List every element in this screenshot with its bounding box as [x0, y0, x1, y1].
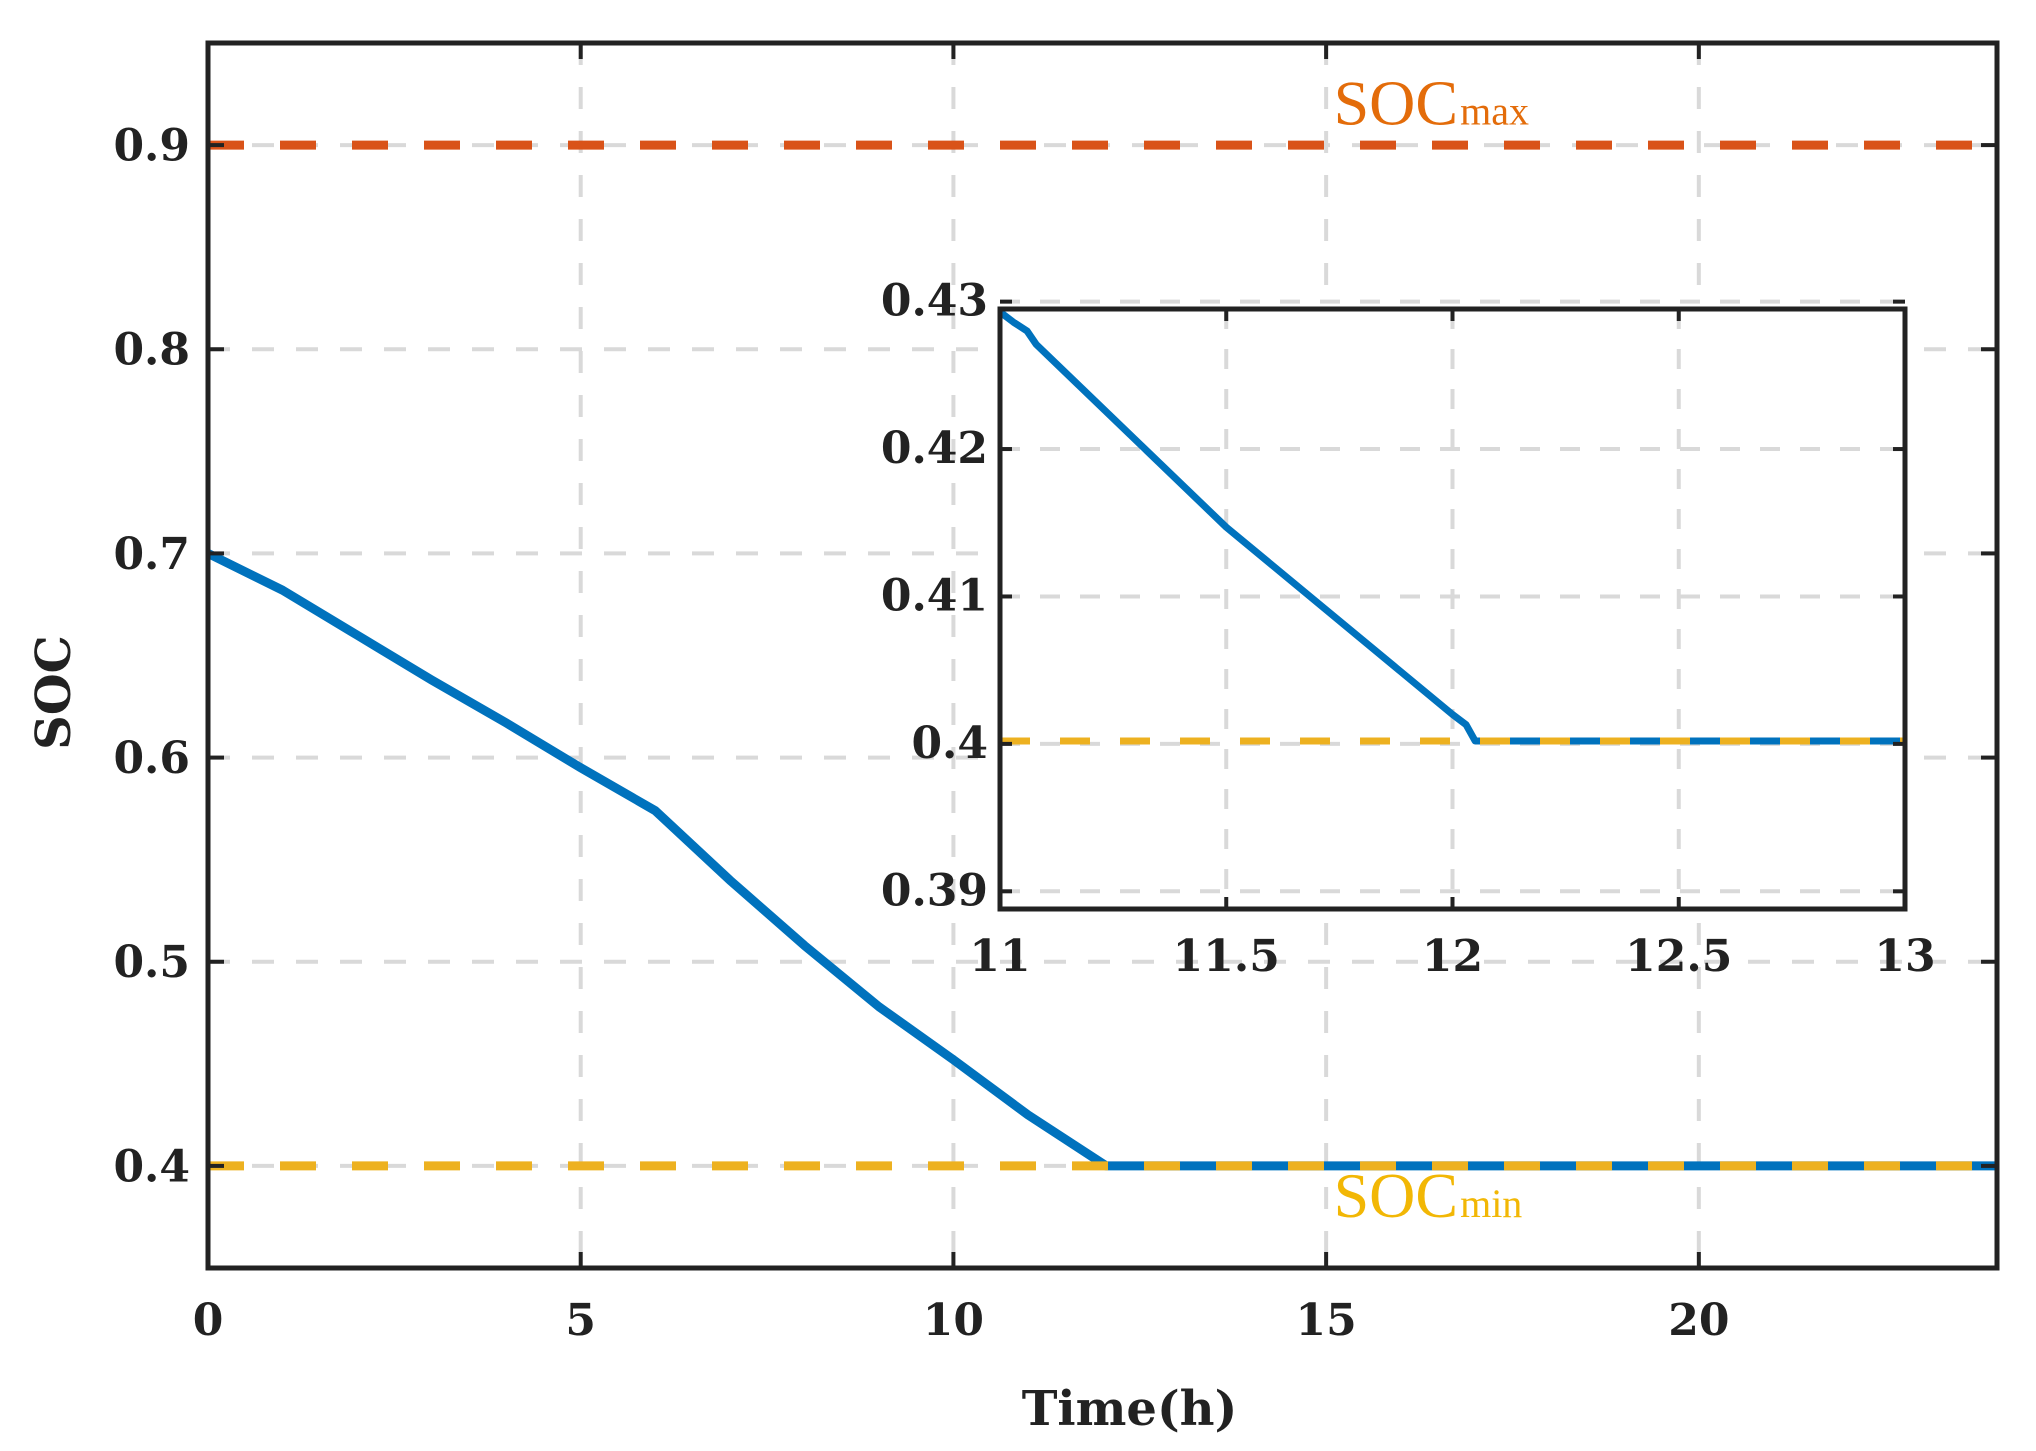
inset-y-tick-label: 0.41	[881, 570, 988, 621]
inset-zoom-plot: 11 11.5 12 12.5 13 0.39 0.4 0.41 0.42 0.43	[881, 276, 1936, 982]
inset-x-tick-label: 12	[1422, 931, 1483, 982]
main-x-tick-label: 0	[193, 1295, 224, 1346]
soc-max-main-text: SOC	[1334, 68, 1459, 139]
main-series-soc-line	[208, 549, 1997, 1171]
inset-y-tick-label: 0.39	[881, 865, 988, 916]
y-axis-label: SOC	[26, 635, 82, 750]
main-y-tick-label: 0.6	[113, 733, 190, 784]
inset-x-tick-label: 12.5	[1625, 931, 1732, 982]
inset-series-soc-line	[1000, 309, 1905, 745]
soc-max-subscript-text: max	[1460, 89, 1529, 134]
main-x-tick-label: 15	[1296, 1295, 1357, 1346]
main-series-group	[208, 140, 1997, 1171]
main-y-tick-label: 0.4	[113, 1141, 190, 1192]
main-y-tick-label: 0.8	[113, 325, 190, 376]
inset-x-tick-label: 11	[969, 931, 1030, 982]
inset-y-tick-label: 0.42	[881, 423, 988, 474]
soc-min-subscript-text: min	[1460, 1181, 1522, 1226]
inset-series-group	[1000, 309, 1905, 745]
main-x-tick-label: 20	[1668, 1295, 1729, 1346]
main-y-tick-label: 0.5	[113, 937, 190, 988]
inset-x-tick-label: 11.5	[1173, 931, 1280, 982]
main-x-tick-label: 5	[565, 1295, 596, 1346]
main-annotation-soc-max: SOCmax	[1334, 68, 1529, 139]
main-frame	[205, 40, 2000, 1271]
inset-x-tick-label: 13	[1874, 931, 1935, 982]
inset-y-tick-label: 0.43	[881, 276, 988, 327]
main-x-tick-label: 10	[923, 1295, 984, 1346]
main-y-tick-label: 0.9	[113, 120, 190, 171]
x-axis-label: Time(h)	[1022, 1381, 1238, 1437]
main-annotation-soc-min: SOCmin	[1334, 1160, 1523, 1231]
soc-min-main-text: SOC	[1334, 1160, 1459, 1231]
main-y-tick-label: 0.7	[113, 529, 190, 580]
inset-y-tick-label: 0.4	[911, 718, 988, 769]
